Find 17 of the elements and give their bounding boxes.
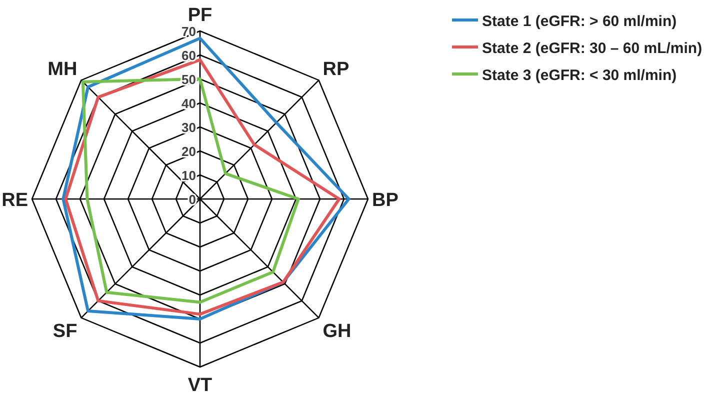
spoke-label: VT	[188, 375, 213, 396]
y-tick-label: 20	[182, 144, 196, 159]
legend-label: State 1 (eGFR: > 60 ml/min)	[482, 13, 677, 30]
y-tick-label: 30	[182, 120, 196, 135]
spoke-label: PF	[188, 5, 212, 26]
y-tick-label: 10	[182, 168, 196, 183]
spoke-label: BP	[372, 190, 399, 211]
y-tick-label: 70	[182, 24, 196, 39]
y-tick-label: 60	[182, 48, 196, 63]
spoke-label: MH	[48, 59, 78, 80]
y-tick-label: 40	[182, 96, 196, 111]
spoke-label: RP	[322, 59, 350, 80]
spoke-label: RE	[2, 190, 28, 211]
legend-label: State 2 (eGFR: 30 – 60 mL/min)	[482, 40, 702, 57]
spoke-label: SF	[52, 320, 78, 342]
spoke-label: GH	[322, 320, 352, 342]
legend-label: State 3 (eGFR: < 30 ml/min)	[482, 67, 677, 84]
